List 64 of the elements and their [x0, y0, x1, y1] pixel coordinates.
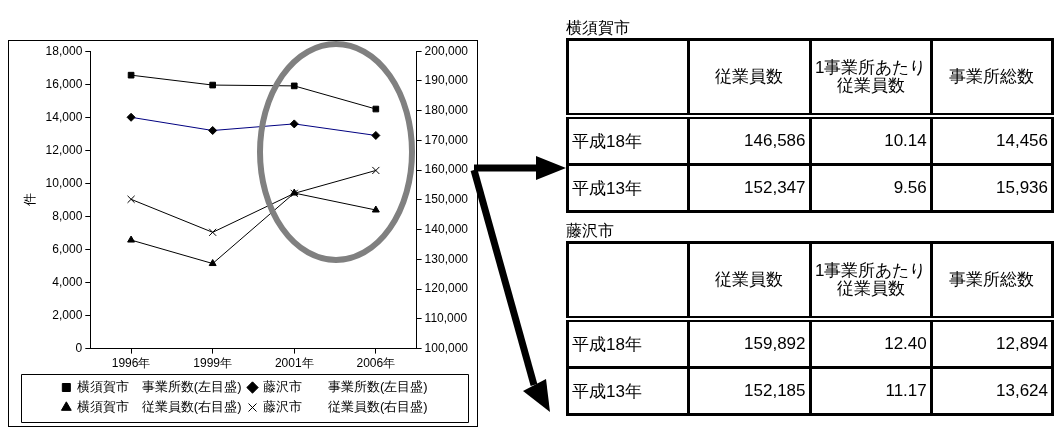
x-tick-label: 2006年 [356, 356, 396, 371]
point [127, 71, 135, 79]
legend-label: 藤沢市 事業所数(左目盛) [263, 379, 428, 395]
y2-tick-label: 110,000 [424, 311, 468, 326]
point [372, 105, 380, 113]
legend-label: 横須賀市 従業員数(右目盛) [76, 399, 242, 415]
y-tick-label: 10,000 [45, 175, 83, 190]
y2-tick-label: 140,000 [424, 221, 469, 236]
point [208, 228, 217, 237]
text: 藤沢市 [566, 221, 615, 241]
y-tick-label: 0 [75, 340, 83, 355]
point [290, 82, 298, 90]
y2-tick-label: 100,000 [424, 340, 469, 355]
point [371, 166, 380, 175]
category-label: 平成18年 [572, 334, 642, 354]
category-label: 平成18年 [572, 131, 642, 151]
category-label: 1事業所あたり従業員数 [810, 39, 932, 116]
legend-label: 藤沢市 従業員数(右目盛) [263, 399, 428, 415]
point [371, 205, 380, 213]
point [127, 235, 136, 243]
y-tick-label: 16,000 [45, 76, 83, 91]
x-tick-label: 1996年 [111, 356, 151, 371]
text: 10.14 [884, 131, 927, 150]
y-tick-label: 4,000 [52, 274, 83, 289]
text: 159,892 [744, 334, 806, 353]
y-tick-label: 6,000 [52, 241, 83, 256]
text: 152,185 [744, 381, 806, 400]
legend-label: 横須賀市 事業所数(左目盛) [76, 379, 242, 395]
x-tick-label: 1999年 [193, 356, 233, 371]
text: 14,456 [996, 131, 1048, 150]
point [127, 195, 136, 204]
y2-tick-label: 130,000 [424, 251, 469, 266]
text: 横須賀市 [566, 18, 631, 38]
text: 13,624 [996, 381, 1048, 400]
category-label: 平成13年 [572, 178, 642, 198]
y-tick-label: 2,000 [52, 307, 83, 322]
y-tick-label: 18,000 [45, 43, 83, 58]
x-tick-label: 2001年 [274, 356, 314, 371]
y2-tick-label: 160,000 [424, 162, 469, 177]
text: 12,894 [996, 334, 1048, 353]
text: 12.40 [884, 334, 927, 353]
y-tick-label: 8,000 [52, 208, 83, 223]
category-label: 1事業所あたり従業員数 [810, 242, 932, 319]
y-tick-label: 14,000 [45, 109, 83, 124]
point [209, 81, 216, 89]
y2-tick-label: 190,000 [424, 73, 469, 88]
y2-tick-label: 150,000 [424, 192, 469, 207]
y2-tick-label: 120,000 [424, 281, 469, 296]
category-label: 平成13年 [572, 381, 642, 401]
y2-tick-label: 200,000 [424, 43, 469, 58]
point [208, 259, 217, 267]
text: 15,936 [996, 178, 1048, 197]
y2-tick-label: 180,000 [424, 102, 469, 117]
text: 9.56 [893, 178, 927, 197]
y-tick-label: 12,000 [45, 142, 83, 157]
text: 146,586 [744, 131, 806, 150]
text: 152,347 [744, 178, 806, 197]
category-label: 事業所総数 [931, 242, 1053, 319]
y2-tick-label: 170,000 [424, 132, 469, 147]
category-label: 従業員数 [688, 242, 810, 319]
y-axis-title: 件 [22, 193, 38, 207]
category-label: 従業員数 [688, 39, 810, 116]
category-label: 事業所総数 [931, 39, 1053, 116]
text: 11.17 [885, 381, 927, 400]
